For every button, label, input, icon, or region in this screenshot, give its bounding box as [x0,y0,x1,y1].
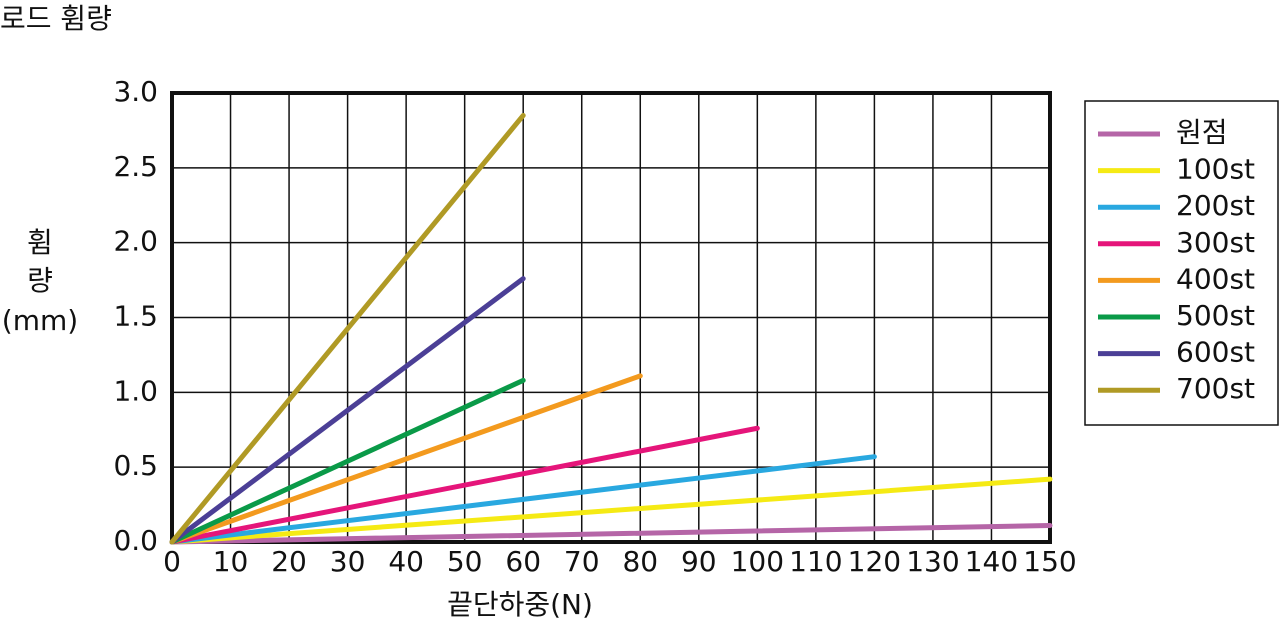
y-axis-label: 량 [27,264,53,297]
x-tick-label: 110 [789,545,842,578]
legend-label: 원점 [1176,116,1228,149]
x-tick-label: 140 [965,545,1018,578]
x-tick-label: 20 [271,545,307,578]
legend-label: 600st [1176,336,1255,369]
x-tick-label: 90 [681,545,717,578]
series-line [169,523,1053,545]
legend-label: 500st [1176,299,1255,332]
y-tick-label: 1.5 [113,300,158,333]
series-line [169,425,760,545]
legend-label: 400st [1176,262,1255,295]
x-tick-label: 130 [906,545,959,578]
y-tick-label: 2.5 [113,150,158,183]
legend-label: 300st [1176,226,1255,259]
y-tick-label: 1.0 [113,374,158,407]
y-tick-label: 3.0 [113,75,158,108]
chart-title: 로드 휨량 [0,2,112,35]
x-tick-label: 50 [447,545,483,578]
y-axis-label: (mm) [2,304,78,337]
y-tick-label: 0.0 [113,524,158,557]
legend-label: 200st [1176,189,1255,222]
series-line [169,112,526,545]
x-axis-label: 끝단하중(N) [447,588,593,621]
series-line [169,377,526,545]
x-tick-label: 80 [622,545,658,578]
legend-box [1084,100,1279,426]
legend-label: 100st [1176,153,1255,186]
x-tick-label: 70 [564,545,600,578]
y-tick-label: 2.0 [113,225,158,258]
plot-frame [170,91,1052,544]
series-line [169,373,643,545]
x-tick-label: 40 [388,545,424,578]
series-line [169,454,877,545]
x-tick-label: 60 [505,545,541,578]
x-tick-label: 0 [163,545,181,578]
x-tick-label: 150 [1023,545,1076,578]
y-tick-label: 0.5 [113,449,158,482]
y-axis-label: 휨 [27,226,53,259]
x-tick-label: 120 [848,545,901,578]
series-line [169,476,1053,545]
x-tick-label: 10 [213,545,249,578]
x-tick-label: 100 [731,545,784,578]
series-line [169,276,526,545]
x-tick-label: 30 [330,545,366,578]
legend-label: 700st [1176,372,1255,405]
